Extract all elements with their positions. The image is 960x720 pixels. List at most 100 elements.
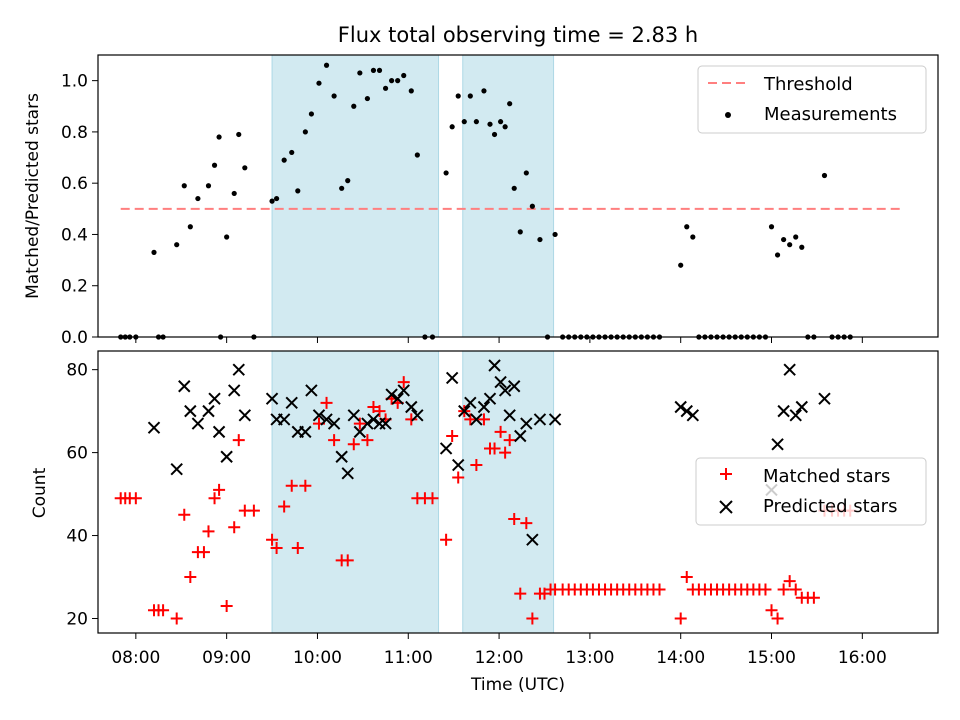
measurement-point — [376, 67, 383, 73]
matched-star-point — [213, 483, 226, 496]
measurement-point — [357, 70, 363, 76]
bottom-legend-box — [695, 457, 927, 526]
measurement-point — [401, 72, 407, 79]
predicted-star-point — [299, 425, 312, 439]
matched-star-point — [520, 517, 533, 530]
measurement-point — [389, 78, 395, 84]
predicted-star-point — [533, 413, 547, 426]
measurement-point — [523, 170, 529, 176]
measurement-point — [345, 178, 351, 184]
matched-star-point — [320, 396, 333, 409]
matched-star-point — [353, 417, 366, 430]
bottom-shaded-intervals — [271, 350, 555, 634]
matched-star-point — [270, 541, 283, 554]
top-y-tick-label: 0.6 — [61, 174, 88, 194]
matched-star-point — [789, 583, 802, 596]
matched-star-point — [464, 413, 477, 426]
matched-star-point — [807, 591, 820, 604]
measurement-point — [678, 262, 684, 268]
top-shaded-interval-1 — [462, 54, 555, 338]
predicted-star-point — [477, 400, 491, 414]
legend-threshold-label: Threshold — [763, 74, 853, 95]
bottom-y-tick-label: 60 — [66, 444, 88, 464]
matched-star-point — [170, 612, 183, 625]
measurement-point — [187, 224, 193, 230]
top-y-tick-label: 0.4 — [61, 225, 88, 245]
measurement-point — [382, 85, 389, 91]
measurement-point — [151, 249, 157, 255]
measurement-point — [242, 165, 248, 171]
bottom-y-axis-label: Count — [30, 467, 50, 518]
top-plot-frame — [97, 54, 939, 338]
predicted-star-point — [674, 400, 687, 414]
predicted-star-point — [327, 417, 341, 430]
measurement-point — [491, 131, 498, 138]
predicted-star-point — [405, 400, 418, 414]
predicted-star-point — [341, 467, 354, 480]
measurement-point — [449, 124, 455, 130]
matched-star-point — [157, 604, 170, 617]
measurement-point — [787, 242, 793, 248]
predicted-star-point — [452, 458, 465, 472]
measurement-point — [195, 195, 201, 202]
measurement-point — [781, 236, 787, 243]
measurement-point — [487, 121, 493, 127]
predicted-star-point — [777, 404, 790, 418]
measurement-point — [323, 62, 330, 68]
matched-star-point — [777, 583, 790, 596]
measurement-point — [364, 95, 371, 102]
predicted-star-point — [548, 413, 562, 426]
predicted-star-point — [238, 409, 252, 422]
matched-star-point — [129, 492, 142, 505]
predicted-star-point — [503, 409, 516, 422]
bottom-x-axis: 08:00 09:00 10:00 11:00 12:00 13:00 14:00 15:00… — [111, 633, 887, 668]
top-y-axis: 0.0 0.2 0.4 0.6 0.8 1.0 — [61, 72, 98, 348]
measurement-point — [231, 190, 237, 197]
top-shaded-intervals — [271, 54, 555, 338]
top-y-axis-label: Matched/Predicted stars — [23, 93, 43, 299]
matched-star-point — [470, 459, 483, 472]
measurement-point — [529, 203, 535, 209]
matched-star-point — [653, 583, 666, 596]
measurement-point — [281, 157, 287, 163]
matched-star-point — [208, 492, 221, 505]
predicted-star-point — [178, 380, 191, 393]
measurement-point — [269, 198, 275, 204]
predicted-star-point — [170, 462, 183, 476]
predicted-star-point — [458, 404, 471, 418]
predicted-star-point — [312, 409, 326, 422]
matched-star-point — [278, 500, 291, 513]
top-y-tick-label: 0.2 — [61, 277, 88, 297]
predicted-star-point — [508, 380, 521, 393]
legend-predicted-label: Predicted stars — [763, 496, 897, 517]
measurement-point — [481, 88, 487, 94]
measurement-point — [684, 224, 690, 230]
matched-star-point — [452, 471, 465, 484]
legend-matched-swatch — [720, 468, 732, 480]
predicted-star-point — [305, 384, 318, 397]
bottom-plot-frame — [97, 350, 939, 634]
measurement-point — [467, 93, 473, 99]
predicted-star-point — [470, 413, 483, 426]
predicted-star-point — [184, 404, 197, 418]
predicted-star-point — [445, 371, 459, 385]
predicted-star-point — [680, 404, 693, 418]
matched-star-point — [228, 521, 241, 534]
predicted-star-point — [379, 417, 392, 430]
predicted-star-point — [361, 417, 374, 430]
bottom-y-tick-label: 20 — [66, 609, 88, 629]
legend-measurements-label: Measurements — [764, 104, 897, 125]
matched-star-point — [341, 554, 354, 567]
predicted-star-point — [686, 409, 700, 422]
measurement-point — [289, 149, 295, 156]
predicted-star-point — [520, 417, 533, 430]
predicted-star-point — [265, 392, 279, 405]
bottom-shaded-interval-1 — [462, 350, 555, 634]
predicted-star-point — [783, 363, 796, 376]
bottom-x-tick-label: 14:00 — [656, 648, 705, 668]
predicted-star-point — [789, 409, 802, 422]
matched-star-point — [405, 413, 418, 426]
matched-star-point — [197, 546, 210, 559]
measurement-point — [517, 229, 523, 235]
